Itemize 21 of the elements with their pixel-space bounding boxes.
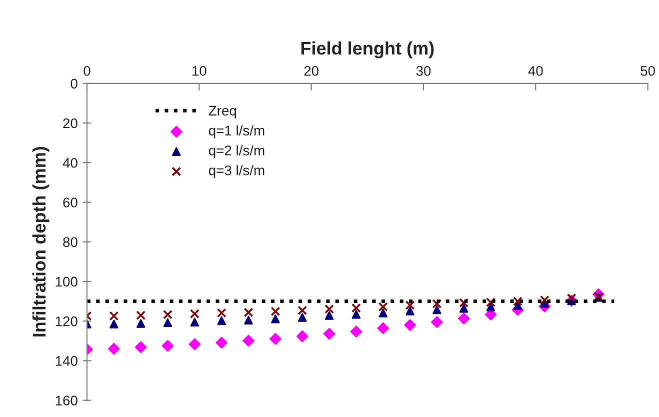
x-axis-title: Field lenght (m) xyxy=(301,41,434,58)
y-tick-label: 140 xyxy=(56,356,78,366)
y-tick-label: 60 xyxy=(63,198,78,208)
x-tick-label: 50 xyxy=(640,66,655,76)
y-tick-label: 0 xyxy=(70,78,78,89)
y-axis-title: Infiltration depth (mm) xyxy=(32,146,50,336)
legend-label: q=1 l/s/m xyxy=(208,125,264,138)
legend-label: q=2 l/s/m xyxy=(208,145,264,158)
x-tick-label: 40 xyxy=(528,66,543,76)
y-tick-label: 80 xyxy=(63,237,78,248)
y-tick-label: 120 xyxy=(56,316,78,326)
y-tick-label: 20 xyxy=(63,118,78,128)
x-tick-label: 0 xyxy=(84,66,90,76)
y-tick-label: 40 xyxy=(62,158,78,168)
y-tick-label: 100 xyxy=(56,276,78,287)
x-tick-label: 10 xyxy=(192,66,206,76)
legend-label: Zreq xyxy=(208,106,236,118)
x-tick-label: 30 xyxy=(416,66,431,76)
legend-label: q=3 l/s/m xyxy=(208,165,264,178)
y-tick-label: 160 xyxy=(56,396,78,406)
x-tick-label: 20 xyxy=(304,66,318,76)
